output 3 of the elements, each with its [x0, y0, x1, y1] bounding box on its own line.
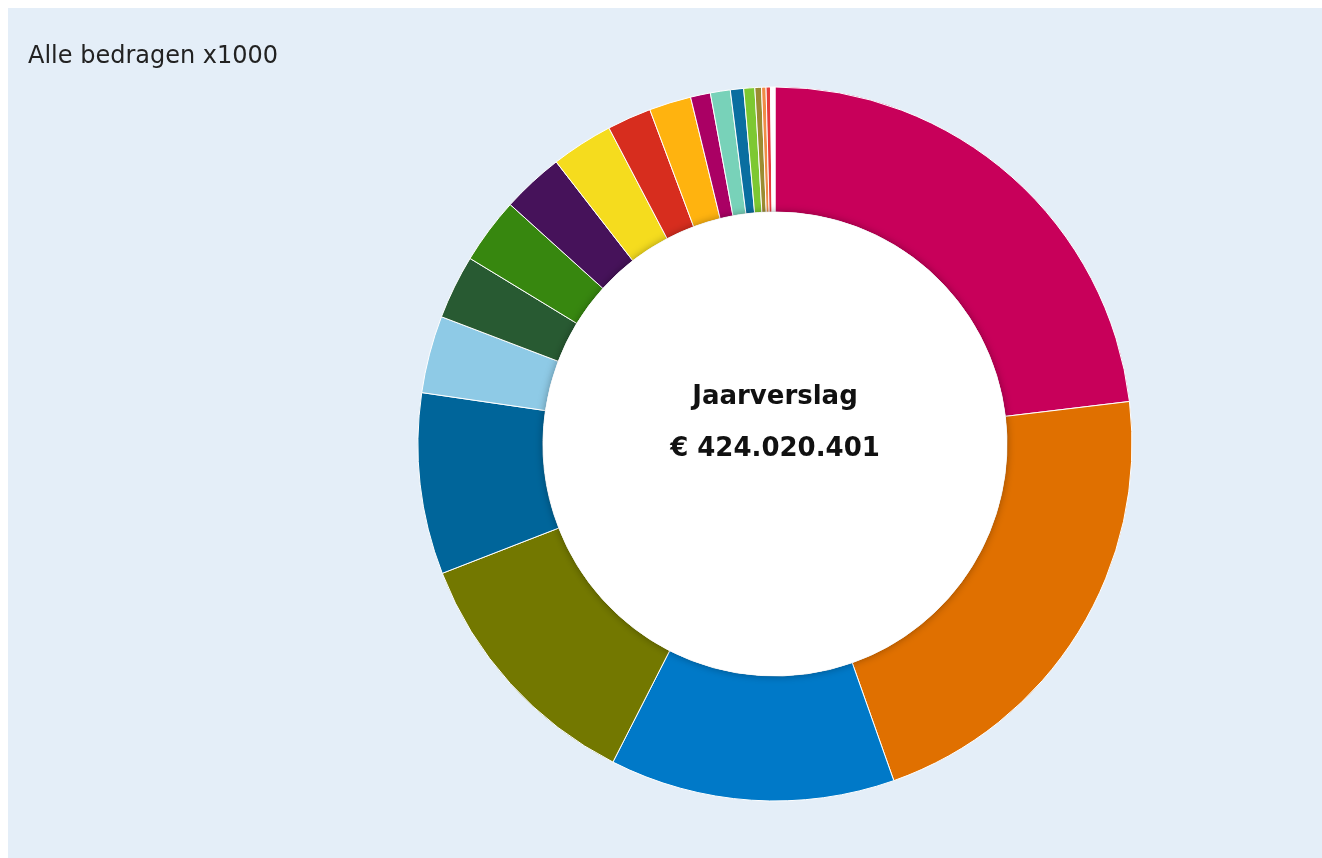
text: Alle bedragen x1000	[28, 41, 279, 69]
text: Jaarverslag	[690, 380, 858, 410]
text: € 424.020.401	[669, 432, 880, 462]
